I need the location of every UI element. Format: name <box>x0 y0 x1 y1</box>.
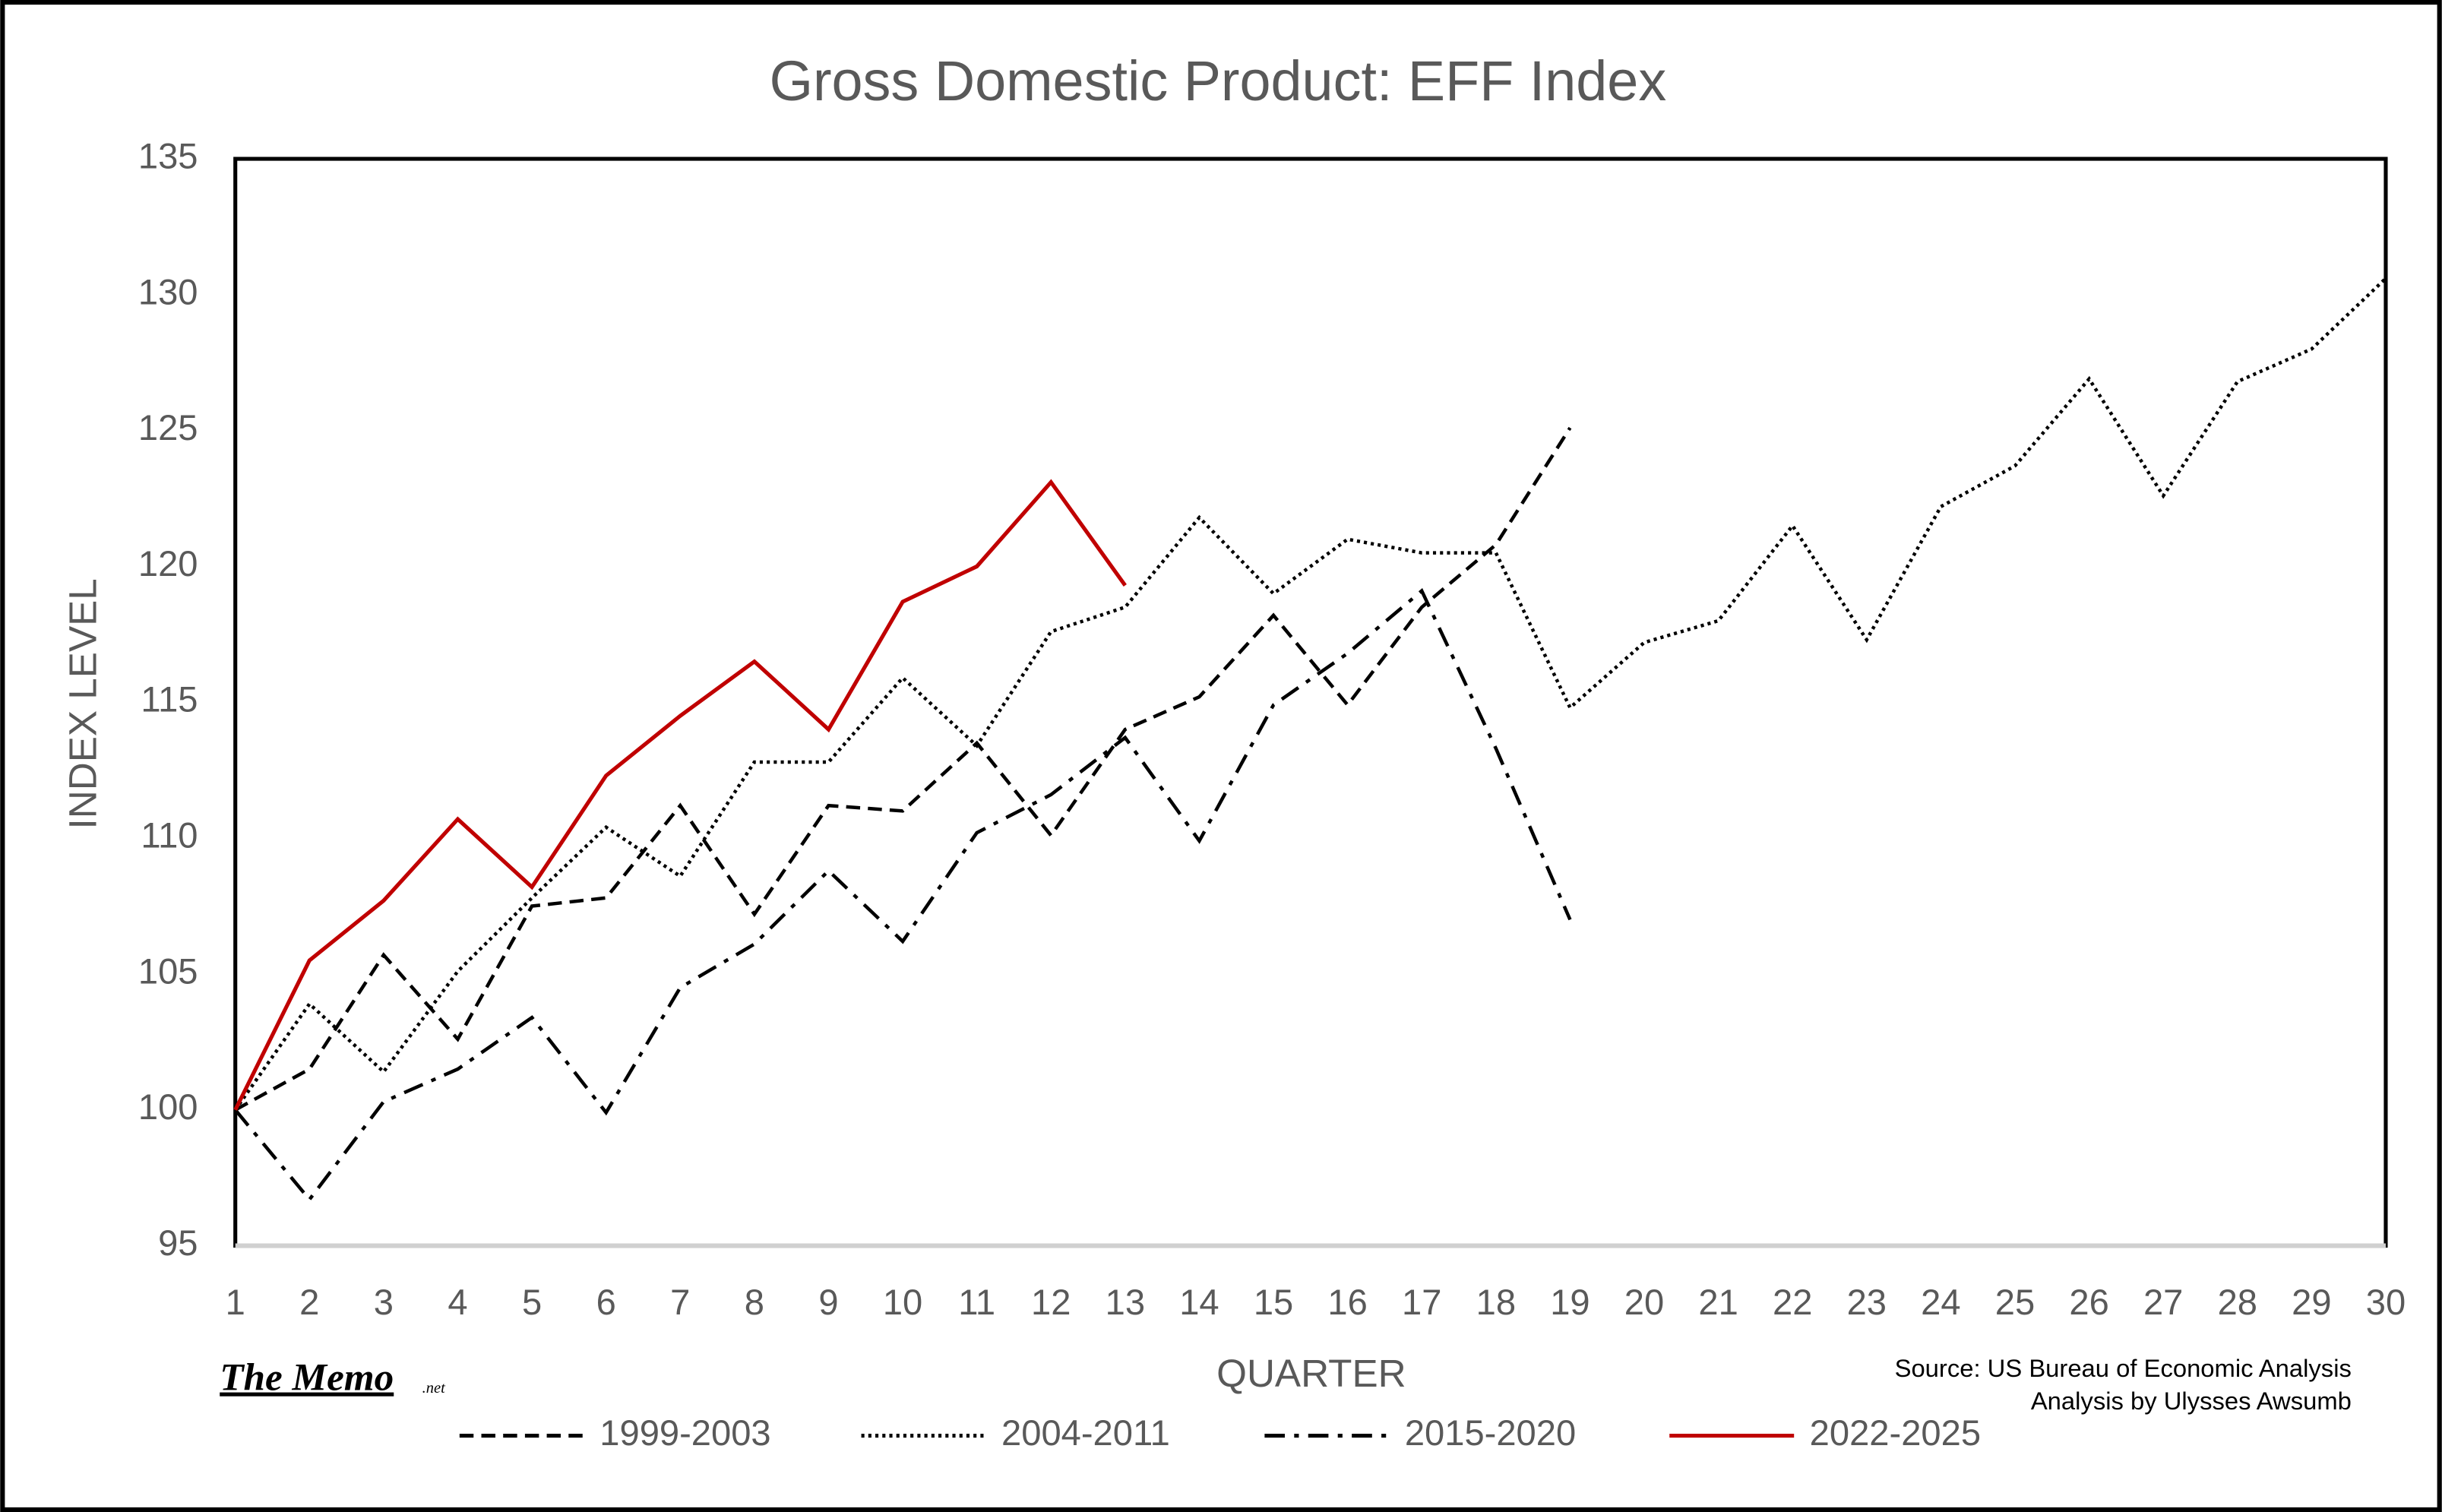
x-tick-label: 14 <box>1179 1282 1219 1322</box>
y-tick-label: 105 <box>138 951 198 991</box>
logo: The Memo <box>220 1356 394 1400</box>
x-tick-label: 20 <box>1624 1282 1664 1322</box>
x-tick-label: 1 <box>226 1282 245 1322</box>
x-tick-label: 17 <box>1402 1282 1441 1322</box>
credit-note: Analysis by Ulysses Awsumb <box>2031 1387 2352 1415</box>
x-tick-label: 3 <box>374 1282 394 1322</box>
x-tick-label: 27 <box>2143 1282 2183 1322</box>
source-note: Source: US Bureau of Economic Analysis <box>1895 1354 2352 1382</box>
x-tick-label: 21 <box>1698 1282 1738 1322</box>
series-line <box>233 479 1127 1111</box>
x-tick-label: 13 <box>1106 1282 1145 1322</box>
y-tick-label: 110 <box>141 815 198 856</box>
x-tick-label: 8 <box>745 1282 764 1322</box>
x-tick-label: 28 <box>2218 1282 2257 1322</box>
y-tick-label: 135 <box>138 135 198 176</box>
x-tick-label: 5 <box>522 1282 542 1322</box>
logo-suffix: .net <box>422 1380 446 1397</box>
legend-label: 2015-2020 <box>1405 1412 1576 1453</box>
y-tick-label: 130 <box>138 271 198 312</box>
x-tick-label: 29 <box>2292 1282 2331 1322</box>
x-axis-label: QUARTER <box>1216 1352 1406 1395</box>
x-tick-label: 26 <box>2069 1282 2108 1322</box>
x-tick-label: 4 <box>448 1282 467 1322</box>
x-tick-label: 25 <box>1995 1282 2035 1322</box>
series-line <box>233 588 1572 1203</box>
legend-label: 1999-2003 <box>599 1412 770 1453</box>
x-tick-label: 11 <box>958 1282 995 1322</box>
y-tick-label: 115 <box>141 679 198 720</box>
y-tick-label: 95 <box>158 1223 198 1263</box>
y-axis-label: INDEX LEVEL <box>61 578 104 829</box>
x-tick-label: 30 <box>2366 1282 2406 1322</box>
x-tick-label: 23 <box>1847 1282 1887 1322</box>
x-tick-label: 16 <box>1327 1282 1367 1322</box>
x-tick-label: 2 <box>299 1282 319 1322</box>
x-tick-label: 15 <box>1254 1282 1293 1322</box>
y-tick-label: 100 <box>138 1087 198 1127</box>
chart-title: Gross Domestic Product: EFF Index <box>770 49 1667 112</box>
x-tick-label: 12 <box>1031 1282 1071 1322</box>
x-tick-label: 18 <box>1476 1282 1516 1322</box>
series-line <box>234 426 1572 1112</box>
legend-label: 2022-2025 <box>1810 1412 1981 1453</box>
x-tick-label: 24 <box>1921 1282 1960 1322</box>
series-line <box>233 277 2387 1112</box>
y-tick-label: 120 <box>138 543 198 584</box>
x-tick-label: 9 <box>818 1282 838 1322</box>
x-tick-label: 6 <box>596 1282 616 1322</box>
x-tick-label: 10 <box>883 1282 922 1322</box>
y-tick-label: 125 <box>138 407 198 448</box>
x-tick-label: 19 <box>1550 1282 1590 1322</box>
legend-label: 2004-2011 <box>1001 1412 1170 1453</box>
x-tick-label: 22 <box>1773 1282 1812 1322</box>
x-tick-label: 7 <box>670 1282 690 1322</box>
